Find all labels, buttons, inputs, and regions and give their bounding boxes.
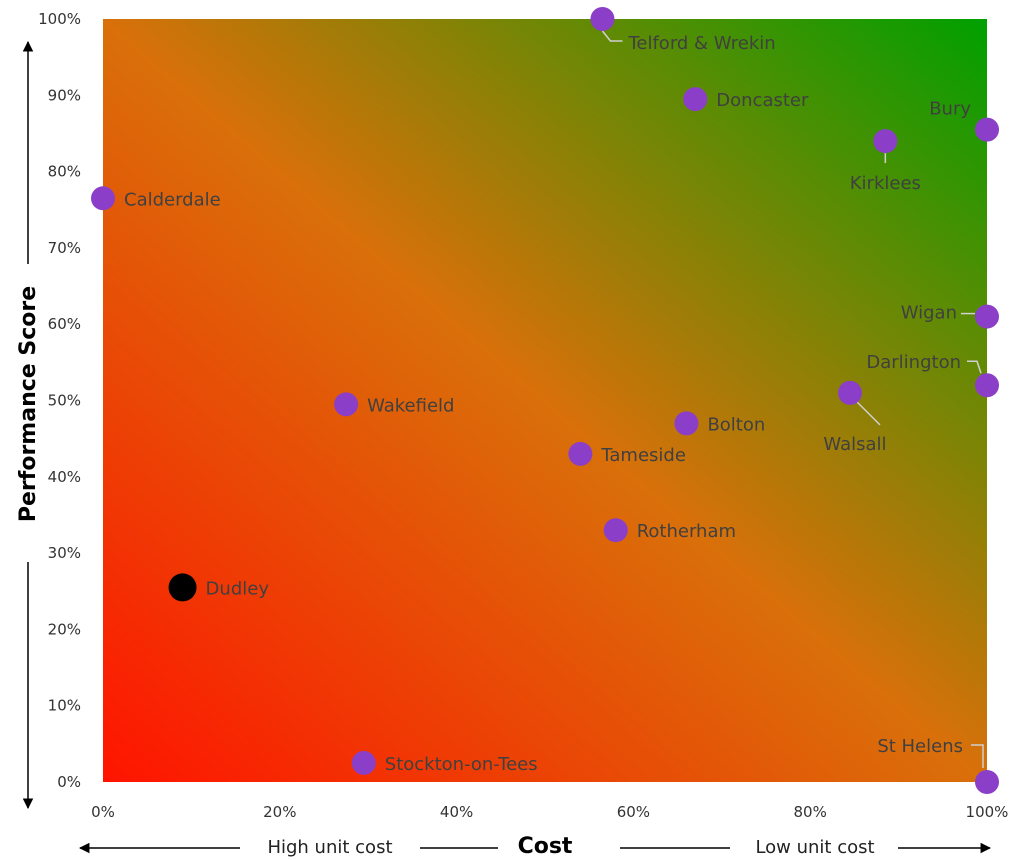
label-wakefield: Wakefield xyxy=(367,395,454,416)
label-bolton: Bolton xyxy=(707,414,765,435)
point-walsall xyxy=(837,380,862,405)
point-st-helens xyxy=(975,770,999,794)
point-rotherham xyxy=(603,518,628,543)
label-darlington: Darlington xyxy=(866,352,961,373)
label-st-helens: St Helens xyxy=(877,736,963,757)
x-tick-label: 100% xyxy=(966,803,1009,821)
label-calderdale: Calderdale xyxy=(124,189,221,210)
label-walsall: Walsall xyxy=(823,434,886,455)
y-tick-label: 0% xyxy=(57,773,81,791)
y-tick-label: 60% xyxy=(48,315,81,333)
y-axis-title: Performance Score xyxy=(16,286,41,522)
point-stockton-on-tees xyxy=(351,750,376,775)
y-tick-label: 80% xyxy=(48,163,81,181)
y-tick-label: 90% xyxy=(48,86,81,104)
point-tameside xyxy=(568,441,593,466)
y-tick-label: 50% xyxy=(48,392,81,410)
label-dudley: Dudley xyxy=(206,578,270,599)
label-stockton-on-tees: Stockton-on-Tees xyxy=(385,754,538,775)
y-axis-ticks: 0% 10% 20% 30% 40% 50% 60% 70% 80% 90% 100% xyxy=(38,10,81,791)
point-wakefield xyxy=(334,392,359,417)
x-axis-ticks: 0% 20% 40% 60% 80% 100% xyxy=(91,803,1008,821)
point-calderdale xyxy=(91,186,115,211)
plot-background xyxy=(103,19,987,782)
leader-telford-wrekin xyxy=(601,30,623,42)
y-axis-title-group: Performance Score xyxy=(16,40,41,810)
point-dudley xyxy=(168,573,197,602)
y-tick-label: 40% xyxy=(48,468,81,486)
label-doncaster: Doncaster xyxy=(716,90,809,111)
label-rotherham: Rotherham xyxy=(637,521,736,542)
x-tick-label: 0% xyxy=(91,803,115,821)
x-axis-low-cost-label: Low unit cost xyxy=(755,837,874,858)
x-tick-label: 40% xyxy=(440,803,473,821)
point-bolton xyxy=(674,411,699,436)
label-leader-lines xyxy=(601,30,984,768)
point-doncaster xyxy=(683,87,708,112)
x-tick-label: 60% xyxy=(617,803,650,821)
label-wigan: Wigan xyxy=(901,303,957,324)
label-kirklees: Kirklees xyxy=(850,173,921,194)
x-tick-label: 80% xyxy=(794,803,827,821)
label-telford-wrekin: Telford & Wrekin xyxy=(627,33,775,54)
label-bury: Bury xyxy=(929,99,971,120)
point-kirklees xyxy=(873,129,898,154)
x-axis-title-group: High unit cost Cost Low unit cost xyxy=(78,834,992,859)
y-tick-label: 10% xyxy=(48,697,81,715)
leader-st-helens xyxy=(971,744,984,768)
point-telford-wrekin xyxy=(590,7,615,31)
data-points xyxy=(91,7,999,794)
y-tick-label: 70% xyxy=(48,239,81,257)
x-axis-high-cost-label: High unit cost xyxy=(267,837,392,858)
y-tick-label: 30% xyxy=(48,544,81,562)
y-tick-label: 100% xyxy=(38,10,81,28)
data-labels: Telford & Wrekin Doncaster Bury Kirklees Cal… xyxy=(124,33,971,775)
y-tick-label: 20% xyxy=(48,620,81,638)
label-tameside: Tameside xyxy=(600,445,686,466)
x-tick-label: 20% xyxy=(263,803,296,821)
leader-walsall xyxy=(855,400,881,426)
leader-darlington xyxy=(967,360,982,374)
point-bury xyxy=(975,117,999,142)
x-axis-title: Cost xyxy=(518,834,573,859)
point-wigan xyxy=(975,304,999,329)
point-darlington xyxy=(975,373,999,398)
